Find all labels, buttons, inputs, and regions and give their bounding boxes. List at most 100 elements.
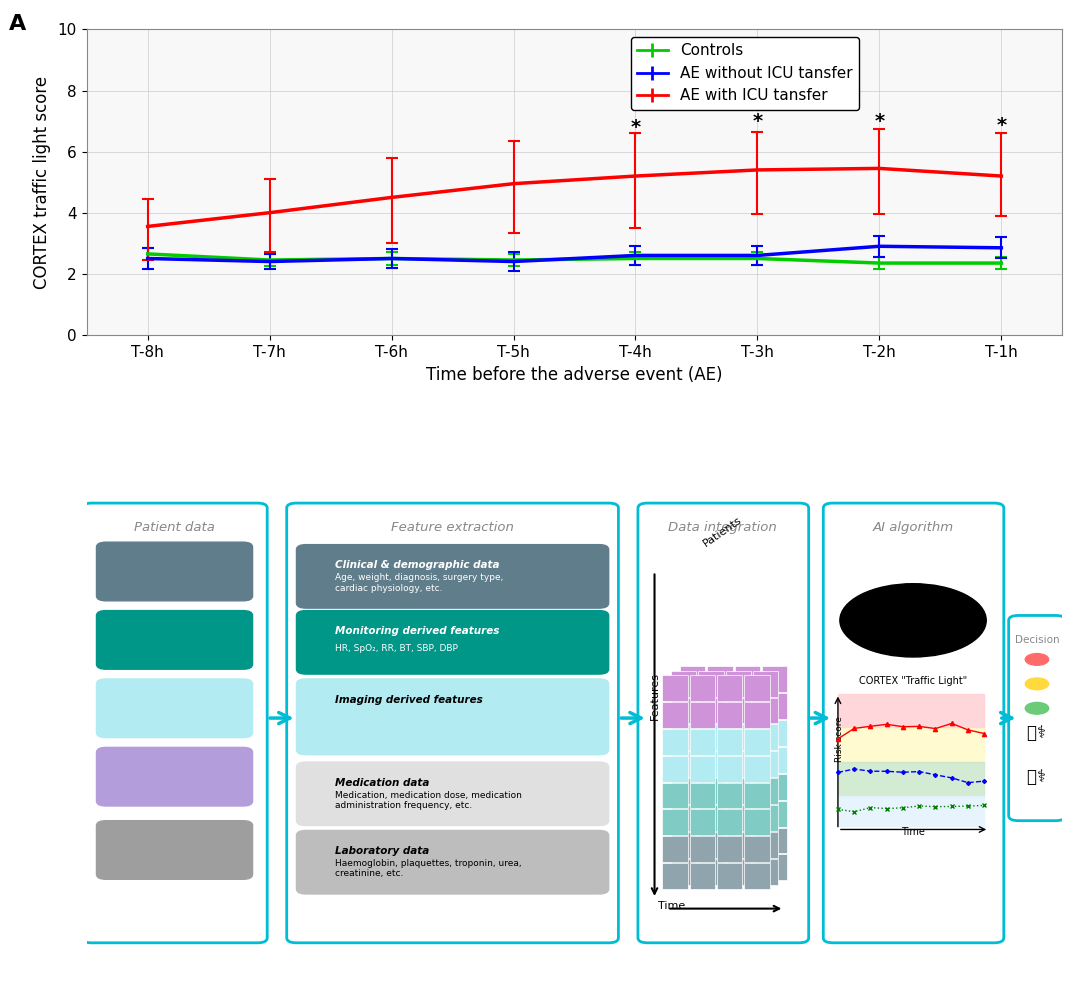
Bar [707, 800, 733, 827]
Text: Haemoglobin, plaquettes, troponin, urea,
creatinine, etc.: Haemoglobin, plaquettes, troponin, urea,… [336, 859, 522, 878]
Bar [753, 859, 778, 885]
Bar [745, 863, 770, 889]
Bar [662, 756, 687, 782]
Bar [671, 805, 696, 831]
Bar [726, 805, 751, 831]
Bar [745, 702, 770, 728]
Bar [745, 729, 770, 755]
FancyBboxPatch shape [96, 679, 253, 737]
Bar [735, 854, 760, 880]
Bar [671, 832, 696, 858]
Text: Age, weight, diagnosis, surgery type,
cardiac physiology, etc.: Age, weight, diagnosis, surgery type, ca… [336, 573, 504, 592]
FancyBboxPatch shape [296, 831, 609, 894]
Bar [698, 751, 724, 777]
Bar [735, 666, 760, 692]
Bar [745, 783, 770, 808]
FancyBboxPatch shape [96, 611, 253, 669]
Bar [671, 697, 696, 724]
Bar [662, 729, 687, 755]
Bar [726, 697, 751, 724]
FancyBboxPatch shape [82, 503, 267, 943]
Bar [662, 783, 687, 808]
Circle shape [1025, 654, 1048, 665]
FancyBboxPatch shape [96, 747, 253, 806]
Bar [707, 720, 733, 746]
Bar [662, 863, 687, 889]
Text: Clinical & demographic data: Clinical & demographic data [336, 561, 500, 571]
FancyBboxPatch shape [296, 679, 609, 755]
Bar [689, 809, 715, 836]
Bar [745, 675, 770, 701]
Bar [689, 783, 715, 808]
Bar [762, 774, 787, 799]
Bar [726, 671, 751, 696]
Bar [762, 747, 787, 773]
Bar [698, 778, 724, 804]
Bar [671, 751, 696, 777]
Bar [753, 671, 778, 696]
Bar [707, 693, 733, 719]
Bar [753, 751, 778, 777]
Text: Imaging derived features: Imaging derived features [336, 694, 483, 705]
Text: Time: Time [658, 900, 686, 910]
Bar [762, 854, 787, 880]
Bar [717, 809, 743, 836]
Bar [726, 859, 751, 885]
Bar [762, 828, 787, 853]
Bar [707, 854, 733, 880]
Bar [717, 702, 743, 728]
Bar [698, 859, 724, 885]
FancyBboxPatch shape [296, 762, 609, 826]
Bar [726, 751, 751, 777]
Bar [753, 725, 778, 750]
Bar [735, 720, 760, 746]
Text: Medication, medication dose, medication
administration frequency, etc.: Medication, medication dose, medication … [336, 791, 522, 810]
Bar [753, 778, 778, 804]
Circle shape [1025, 702, 1048, 714]
Text: Decision: Decision [1015, 635, 1059, 645]
Bar [717, 837, 743, 862]
Bar [726, 725, 751, 750]
Bar [735, 828, 760, 853]
Bar [680, 720, 706, 746]
Text: 👨‍⚕️: 👨‍⚕️ [1028, 724, 1046, 741]
Bar [689, 837, 715, 862]
Bar [707, 774, 733, 799]
Bar [762, 800, 787, 827]
Bar [717, 783, 743, 808]
Bar [753, 697, 778, 724]
Bar [689, 756, 715, 782]
Bar [662, 675, 687, 701]
FancyBboxPatch shape [296, 545, 609, 608]
Bar [680, 854, 706, 880]
Text: Features: Features [649, 672, 659, 720]
Legend: Controls, AE without ICU tansfer, AE with ICU tansfer: Controls, AE without ICU tansfer, AE wit… [631, 37, 859, 110]
Text: A: A [9, 14, 26, 34]
Bar [707, 828, 733, 853]
Bar [762, 666, 787, 692]
Bar [762, 693, 787, 719]
Text: Patients: Patients [701, 516, 744, 549]
Circle shape [840, 583, 986, 657]
Text: *: * [996, 116, 1006, 136]
Text: 🧠: 🧠 [905, 606, 921, 634]
Bar [707, 747, 733, 773]
Text: *: * [875, 112, 885, 131]
Text: Risk score: Risk score [836, 716, 844, 762]
Bar [735, 800, 760, 827]
Bar [726, 832, 751, 858]
Y-axis label: CORTEX traffic light score: CORTEX traffic light score [33, 76, 51, 289]
Bar [671, 859, 696, 885]
Bar [753, 832, 778, 858]
Bar [735, 774, 760, 799]
Bar [717, 675, 743, 701]
Bar [745, 809, 770, 836]
FancyBboxPatch shape [296, 611, 609, 674]
Bar [671, 671, 696, 696]
Text: *: * [752, 112, 762, 131]
Bar [689, 729, 715, 755]
Text: *: * [631, 118, 641, 136]
Bar [753, 805, 778, 831]
Circle shape [1025, 678, 1048, 689]
Text: HR, SpO₂, RR, BT, SBP, DBP: HR, SpO₂, RR, BT, SBP, DBP [336, 644, 459, 653]
